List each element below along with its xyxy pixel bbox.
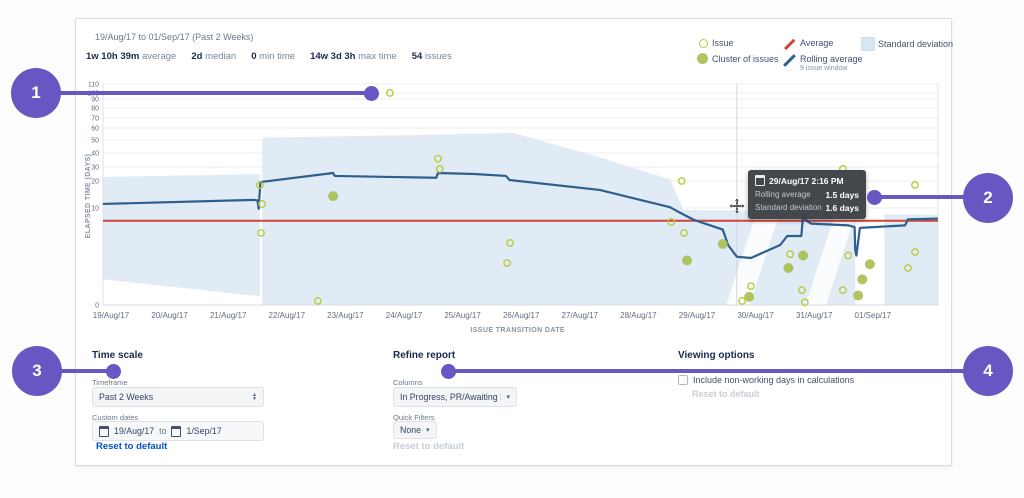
callout-1-dot <box>364 86 379 101</box>
tooltip-row-value: 1.6 days <box>825 203 859 213</box>
stat-issues: 54 issues <box>412 51 452 62</box>
columns-value: In Progress, PR/Awaiting M... <box>400 392 501 402</box>
legend-issue: Issue <box>712 38 734 48</box>
callout-1-line <box>55 91 371 95</box>
date-from-input[interactable]: 19/Aug/17 <box>114 426 155 436</box>
non-working-days-label: Include non-working days in calculations <box>693 375 855 385</box>
legend-rolling-sub: 9 issue window <box>800 65 848 72</box>
stat-max-time: 14w 3d 3h max time <box>310 51 397 62</box>
tooltip-row: Rolling average 1.5 days <box>755 190 859 200</box>
timeframe-select[interactable]: Past 2 Weeks ▲ ▼ <box>92 387 264 407</box>
move-cursor-icon <box>729 198 745 214</box>
stat-value: 1w 10h 39m <box>86 51 140 62</box>
stat-value: 0 <box>251 51 257 62</box>
quick-filters-label: Quick Filters <box>393 413 435 422</box>
tooltip-title-row: 29/Aug/17 2:16 PM <box>755 175 859 186</box>
chevron-down-icon: ▾ <box>506 394 510 401</box>
chart-tooltip: 29/Aug/17 2:16 PM Rolling average 1.5 da… <box>748 170 866 219</box>
issue-legend-icon <box>699 39 708 48</box>
time-scale-heading: Time scale <box>92 350 143 361</box>
legend-std-deviation: Standard deviation <box>878 39 954 49</box>
legend-average: Average <box>800 38 834 48</box>
columns-select[interactable]: In Progress, PR/Awaiting M... ▾ <box>393 387 517 407</box>
legend-cluster: Cluster of issues <box>712 54 779 64</box>
callout-4-line <box>448 369 967 373</box>
custom-dates-fields[interactable]: 19/Aug/17 to 1/Sep/17 <box>92 421 264 441</box>
time-scale-reset-link[interactable]: Reset to default <box>96 441 168 452</box>
stat-value: 54 <box>411 51 423 62</box>
refine-reset-link: Reset to default <box>393 441 465 452</box>
viewing-options-heading: Viewing options <box>678 350 755 361</box>
date-to-input[interactable]: 1/Sep/17 <box>186 426 222 436</box>
callout-3-badge: 3 <box>12 346 62 396</box>
timeframe-value: Past 2 Weeks <box>99 392 154 402</box>
cluster-legend-icon <box>697 53 708 64</box>
calendar-icon <box>99 425 109 437</box>
stat-median: 2d median <box>191 51 236 62</box>
calendar-icon <box>755 175 765 186</box>
calendar-icon <box>171 425 182 437</box>
date-range-to-label: to <box>159 426 167 436</box>
chevron-down-icon: ▾ <box>426 427 430 434</box>
report-date-range: 19/Aug/17 to 01/Sep/17 (Past 2 Weeks) <box>95 32 254 42</box>
columns-label: Columns <box>393 378 423 387</box>
report-stats: 1w 10h 39m average 2d median 0 min time … <box>86 51 452 62</box>
callout-2-dot <box>867 190 882 205</box>
stat-label: median <box>205 51 237 62</box>
stat-label: average <box>141 51 177 62</box>
stat-label: max time <box>358 51 397 62</box>
tooltip-row-value: 1.5 days <box>825 190 859 200</box>
quick-filters-value: None <box>400 425 422 435</box>
legend-rolling-average: Rolling average <box>800 54 863 64</box>
stat-min-time: 0 min time <box>251 51 295 62</box>
stat-average: 1w 10h 39m average <box>86 51 176 62</box>
tooltip-row: Standard deviation 1.6 days <box>755 203 859 213</box>
callout-4-dot <box>441 364 456 379</box>
non-working-days-checkbox-row[interactable]: Include non-working days in calculations <box>678 375 854 385</box>
refine-report-heading: Refine report <box>393 350 456 361</box>
tooltip-date: 29/Aug/17 2:16 PM <box>769 175 844 186</box>
stat-value: 14w 3d 3h <box>310 51 356 62</box>
checkbox-icon[interactable] <box>678 375 688 385</box>
callout-2-badge: 2 <box>963 173 1013 223</box>
quick-filters-select[interactable]: None ▾ <box>393 421 437 439</box>
callout-2-line <box>872 195 967 199</box>
stat-label: issues <box>424 51 452 62</box>
callout-3-dot <box>106 364 121 379</box>
tooltip-row-label: Rolling average <box>755 190 811 199</box>
stat-value: 2d <box>191 51 203 62</box>
callout-1-badge: 1 <box>11 68 61 118</box>
stat-label: min time <box>259 51 296 62</box>
std-deviation-legend-icon <box>861 37 875 51</box>
timeframe-label: Timeframe <box>92 378 128 387</box>
stepper-icon: ▲ ▼ <box>252 391 257 402</box>
custom-dates-label: Custom dates <box>92 413 139 422</box>
viewing-reset-link: Reset to default <box>692 389 760 399</box>
callout-3-line <box>58 369 116 373</box>
tooltip-row-label: Standard deviation <box>755 203 822 212</box>
callout-4-badge: 4 <box>963 346 1013 396</box>
